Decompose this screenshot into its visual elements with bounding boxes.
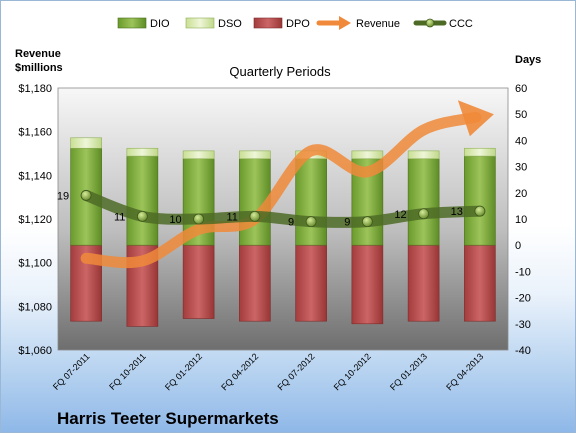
left-tick-label: $1,100 [18, 258, 52, 270]
x-tick-label: FQ 01-2013 [388, 351, 429, 392]
revenue-series [80, 100, 494, 269]
left-axis-label-line1: Revenue [15, 48, 61, 60]
ccc-data-label: 9 [344, 217, 350, 229]
legend-swatch [117, 17, 147, 29]
right-tick-label: 50 [515, 109, 527, 121]
ccc-point [249, 210, 261, 222]
dpo-bar [351, 244, 384, 325]
ccc-data-label: 11 [226, 211, 237, 223]
bars [70, 137, 496, 327]
right-tick-label: 40 [515, 135, 527, 147]
ccc-point [193, 213, 205, 225]
ccc-point [474, 205, 486, 217]
left-axis-label-line2: $millions [15, 62, 63, 74]
left-tick-label: $1,080 [18, 301, 52, 313]
legend-label: CCC [449, 18, 473, 30]
x-axis: FQ 07-2011 FQ 10-2011 FQ 01-2012 FQ 04-2012… [51, 351, 485, 392]
legend-label: DSO [218, 18, 242, 30]
right-tick-label: -10 [515, 266, 531, 278]
dso-bar [239, 150, 271, 160]
dso-bar [407, 150, 440, 160]
left-tick-label: $1,120 [18, 214, 52, 226]
x-tick-label: FQ 10-2011 [107, 351, 148, 392]
dso-bar [351, 150, 384, 160]
right-tick-label: -20 [515, 293, 531, 305]
left-tick-label: $1,060 [18, 345, 52, 357]
ccc-data-label: 9 [288, 217, 294, 229]
dio-bar [407, 158, 440, 246]
right-axis-label: Days [515, 54, 541, 66]
dpo-bar [239, 244, 271, 322]
revenue-line [80, 111, 482, 269]
ccc-point [136, 210, 148, 222]
legend-swatch-arrowhead [339, 16, 351, 30]
legend-swatch [253, 17, 283, 29]
dpo-bar [407, 244, 440, 322]
ccc-data-label: 11 [114, 211, 125, 223]
dio-bar [126, 155, 159, 246]
ccc-data-label: 12 [394, 209, 406, 221]
left-axis: $1,060 $1,080 $1,100 $1,120 $1,140 $1,160 $1,1… [18, 83, 52, 357]
right-tick-label: -40 [515, 345, 531, 357]
x-tick-label: FQ 10-2012 [332, 351, 373, 392]
dpo-bar [295, 244, 327, 322]
dso-bar [70, 137, 102, 149]
legend: DIO DSO DPO Revenue CCC [117, 16, 473, 30]
legend-swatch-dot [425, 18, 435, 28]
dso-bar [182, 150, 215, 160]
legend-swatch [185, 17, 215, 29]
ccc-series: 19 11 10 11 9 9 12 13 [57, 189, 486, 229]
right-tick-label: -30 [515, 319, 531, 331]
x-tick-label: FQ 01-2012 [163, 351, 204, 392]
right-tick-label: 10 [515, 214, 527, 226]
right-tick-label: 0 [515, 240, 521, 252]
ccc-point [361, 216, 373, 228]
left-tick-label: $1,160 [18, 127, 52, 139]
right-tick-label: 30 [515, 162, 527, 174]
dio-bar [464, 155, 496, 246]
x-tick-label: FQ 07-2011 [51, 351, 92, 392]
x-tick-label: FQ 07-2012 [276, 351, 317, 392]
legend-label: DPO [286, 18, 310, 30]
legend-label: Revenue [356, 18, 400, 30]
left-tick-label: $1,180 [18, 83, 52, 95]
ccc-data-label: 13 [451, 206, 463, 218]
ccc-point [305, 216, 317, 228]
x-tick-label: FQ 04-2013 [444, 351, 485, 392]
right-tick-label: 20 [515, 188, 527, 200]
revenue-arrowhead [457, 100, 494, 137]
ccc-data-label: 19 [57, 190, 69, 202]
dso-bar [464, 147, 496, 157]
dpo-bar [464, 244, 496, 322]
dpo-bar [182, 244, 215, 319]
right-axis: -40 -30 -20 -10 0 10 20 30 40 50 60 [515, 83, 531, 357]
dso-bar [126, 147, 159, 157]
left-tick-label: $1,140 [18, 170, 52, 182]
dio-bar [295, 158, 327, 246]
right-tick-label: 60 [515, 83, 527, 95]
ccc-point [418, 208, 430, 220]
ccc-data-label: 10 [169, 214, 181, 226]
dio-bar [239, 158, 271, 246]
ccc-point [80, 190, 92, 201]
company-name: Harris Teeter Supermarkets [57, 409, 279, 428]
x-tick-label: FQ 04-2012 [219, 351, 260, 392]
legend-label: DIO [150, 18, 170, 30]
chart-title: Quarterly Periods [229, 64, 331, 79]
